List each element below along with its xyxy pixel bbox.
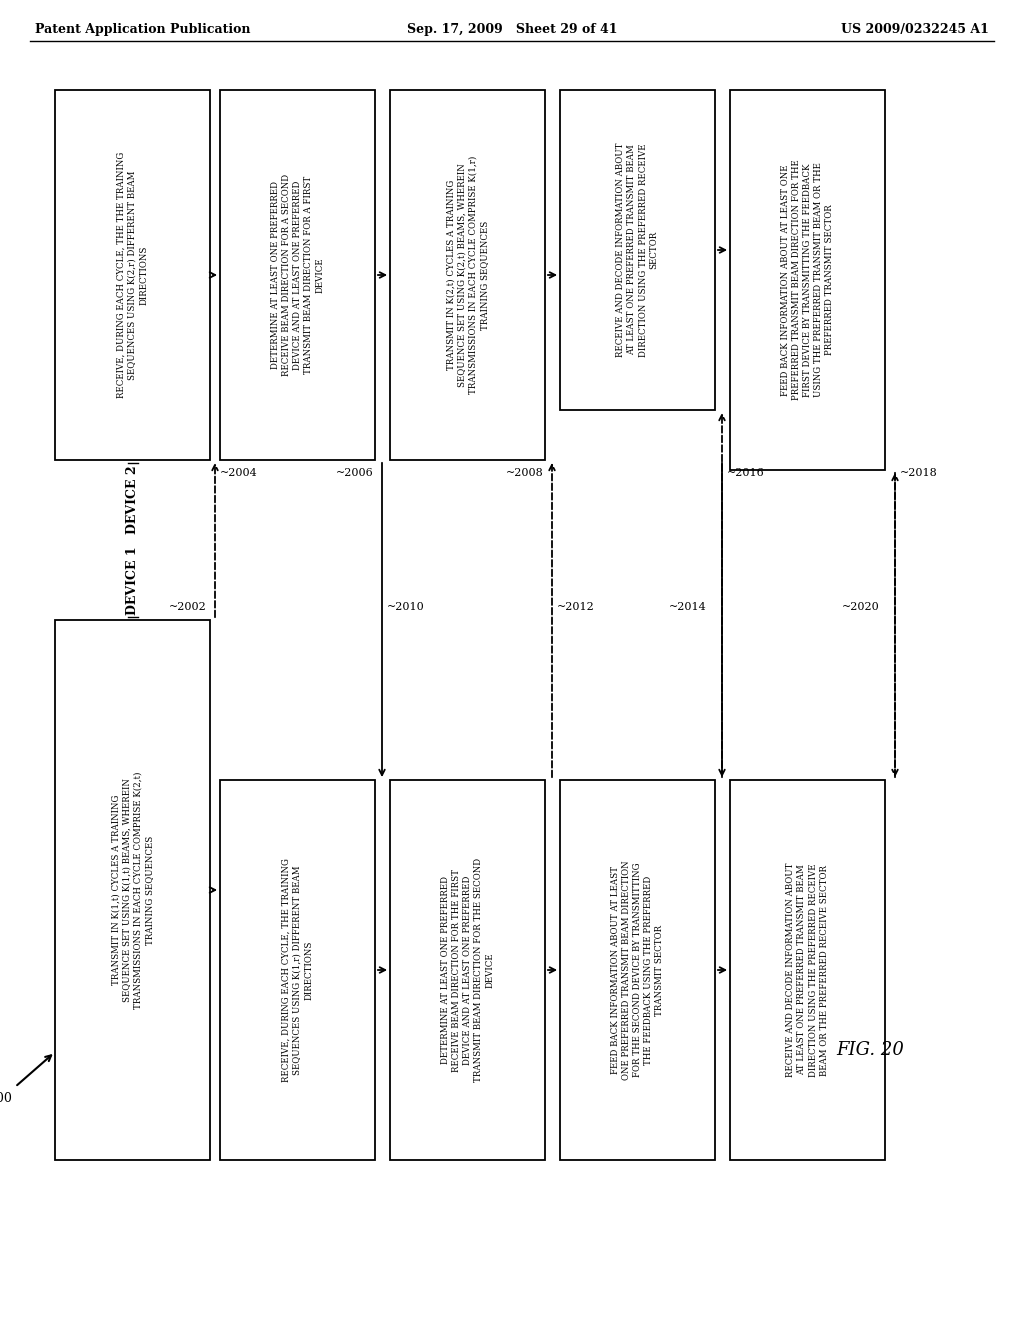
Text: Sep. 17, 2009   Sheet 29 of 41: Sep. 17, 2009 Sheet 29 of 41: [407, 22, 617, 36]
Text: DEVICE 2: DEVICE 2: [126, 465, 139, 533]
Bar: [730, 90, 885, 470]
Text: FIG. 20: FIG. 20: [836, 1041, 904, 1059]
Text: DEVICE 1: DEVICE 1: [126, 546, 139, 615]
Text: TRANSMIT IN K(1,t) CYCLES A TRAINING
SEQUENCE SET USING K(1,t) BEAMS, WHEREIN
TR: TRANSMIT IN K(1,t) CYCLES A TRAINING SEQ…: [112, 771, 154, 1008]
Text: ~2010: ~2010: [387, 602, 425, 612]
Text: RECEIVE AND DECODE INFORMATION ABOUT
AT LEAST ONE PREFERRED TRANSMIT BEAM
DIRECT: RECEIVE AND DECODE INFORMATION ABOUT AT …: [786, 863, 828, 1077]
Text: DETERMINE AT LEAST ONE PREFERRED
RECEIVE BEAM DIRECTION FOR THE FIRST
DEVICE AND: DETERMINE AT LEAST ONE PREFERRED RECEIVE…: [440, 858, 495, 1082]
Text: ~2020: ~2020: [843, 602, 880, 612]
Bar: [55, 90, 210, 459]
Text: TRANSMIT IN K(2,t) CYCLES A TRAINING
SEQUENCE SET USING K(2,t) BEAMS, WHEREIN
TR: TRANSMIT IN K(2,t) CYCLES A TRAINING SEQ…: [446, 156, 488, 395]
Text: ~2008: ~2008: [506, 469, 544, 478]
Text: ~2002: ~2002: [169, 602, 207, 612]
Bar: [55, 620, 210, 1160]
Bar: [220, 780, 375, 1160]
Text: RECEIVE, DURING EACH CYCLE, THE TRAINING
SEQUENCES USING K(1,r) DIFFERENT BEAM
D: RECEIVE, DURING EACH CYCLE, THE TRAINING…: [282, 858, 313, 1082]
Text: ~2014: ~2014: [670, 602, 707, 612]
Text: ~2016: ~2016: [727, 469, 765, 478]
Bar: [220, 90, 375, 459]
Text: RECEIVE AND DECODE INFORMATION ABOUT
AT LEAST ONE PREFERRED TRANSMIT BEAM
DIRECT: RECEIVE AND DECODE INFORMATION ABOUT AT …: [616, 143, 658, 358]
Bar: [390, 780, 545, 1160]
Text: US 2009/0232245 A1: US 2009/0232245 A1: [841, 22, 989, 36]
Bar: [560, 780, 715, 1160]
Text: 2000: 2000: [0, 1092, 12, 1105]
Text: DETERMINE AT LEAST ONE PREFERRED
RECEIVE BEAM DIRECTION FOR A SECOND
DEVICE AND : DETERMINE AT LEAST ONE PREFERRED RECEIVE…: [270, 174, 325, 376]
Text: RECEIVE, DURING EACH CYCLE, THE THE TRAINING
SEQUENCES USING K(2,r) DIFFERENT BE: RECEIVE, DURING EACH CYCLE, THE THE TRAI…: [117, 152, 148, 399]
Text: ~2018: ~2018: [900, 469, 938, 478]
Bar: [390, 90, 545, 459]
Bar: [560, 90, 715, 411]
Text: ~2004: ~2004: [220, 469, 258, 478]
Text: FEED BACK INFORMATION ABOUT AT LEAST ONE
PREFERRED TRANSMIT BEAM DIRECTION FOR T: FEED BACK INFORMATION ABOUT AT LEAST ONE…: [780, 160, 835, 400]
Text: ~2012: ~2012: [557, 602, 595, 612]
Text: Patent Application Publication: Patent Application Publication: [35, 22, 251, 36]
Text: FEED BACK INFORMATION ABOUT AT LEAST
ONE PREFERRED TRANSMIT BEAM DIRECTION
FOR T: FEED BACK INFORMATION ABOUT AT LEAST ONE…: [610, 861, 665, 1080]
Text: ~2006: ~2006: [336, 469, 374, 478]
Bar: [730, 780, 885, 1160]
